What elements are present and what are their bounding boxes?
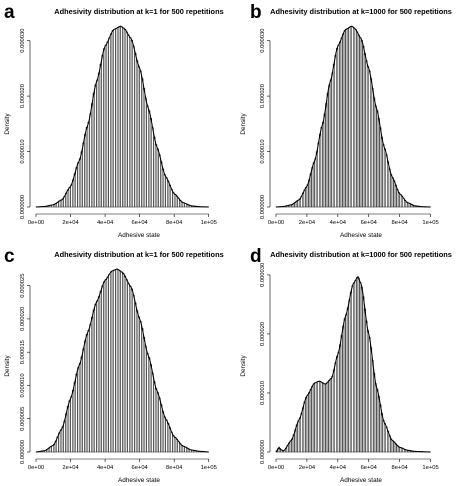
panel-a-xlabel: Adhesive state — [118, 232, 160, 239]
panel-c-title: Adhesivity distribution at k=1 for 500 r… — [54, 250, 223, 259]
panel-letter-c: c — [4, 246, 15, 267]
y-tick-label: 0.000005 — [20, 407, 26, 431]
panel-a-bars — [35, 26, 210, 208]
panel-c-ylabel: Density — [4, 355, 11, 377]
panel-letter-a: a — [4, 2, 15, 23]
x-tick-label: 4e+04 — [97, 465, 114, 471]
panel-c-xlabel: Adhesive state — [118, 477, 160, 484]
x-tick-label: 2e+04 — [62, 220, 79, 226]
y-tick-label: 0.000015 — [20, 340, 26, 364]
y-tick-label: 0.000000 — [20, 440, 26, 464]
y-tick-label: 0.000010 — [260, 139, 266, 163]
x-tick-label: 8e+04 — [391, 465, 408, 471]
x-tick-label: 4e+04 — [330, 220, 347, 226]
panel-b-density-curve — [275, 25, 431, 208]
panel-b-ylabel: Density — [240, 113, 247, 135]
y-tick-label: 0.000010 — [20, 139, 26, 163]
panel-a-ylabel: Density — [4, 113, 11, 135]
x-tick-label: 2e+04 — [62, 465, 79, 471]
y-tick-label: 0.000020 — [260, 322, 266, 346]
y-tick-label: 0.000025 — [20, 274, 26, 298]
y-tick-label: 0.000030 — [260, 29, 266, 53]
panel-letter-b: b — [250, 2, 262, 23]
y-tick-label: 0.000030 — [20, 29, 26, 53]
panel-a-axes: 0e+00 2e+04 4e+04 6e+04 8e+04 1e+05 0.000000 0.… — [20, 29, 217, 226]
x-tick-label: 0e+00 — [268, 220, 284, 226]
x-tick-label: 6e+04 — [131, 220, 148, 226]
panel-d-title: Adhesivity distribution at k=1000 for 50… — [270, 250, 452, 259]
x-tick-label: 2e+04 — [299, 220, 316, 226]
x-tick-label: 8e+04 — [391, 220, 408, 226]
panel-d-xlabel: Adhesive state — [340, 477, 382, 484]
panel-d-ylabel: Density — [240, 355, 247, 377]
x-tick-label: 1e+05 — [201, 465, 217, 471]
x-tick-label: 6e+04 — [361, 220, 378, 226]
x-tick-label: 8e+04 — [166, 465, 183, 471]
x-tick-label: 6e+04 — [361, 465, 378, 471]
y-tick-label: 0.000020 — [20, 307, 26, 331]
panel-d-bars — [275, 277, 431, 453]
panel-b-axes: 0e+00 2e+04 4e+04 6e+04 8e+04 1e+05 0.000000 0.… — [260, 29, 439, 226]
panel-c-density-curve — [35, 268, 209, 453]
x-tick-label: 1e+05 — [422, 220, 438, 226]
x-tick-label: 0e+00 — [28, 220, 44, 226]
panel-a: a Adhesivity distribution at k=1 for 500… — [4, 2, 224, 239]
panel-d: d Adhesivity distribution at k=1000 for … — [240, 246, 452, 484]
panel-a-title: Adhesivity distribution at k=1 for 500 r… — [54, 7, 223, 16]
y-tick-label: 0.000020 — [20, 84, 26, 108]
x-tick-label: 1e+05 — [422, 465, 438, 471]
x-tick-label: 2e+04 — [299, 465, 316, 471]
x-tick-label: 0e+00 — [28, 465, 44, 471]
x-tick-label: 8e+04 — [166, 220, 183, 226]
y-tick-label: 0.000010 — [20, 373, 26, 397]
panel-b-xlabel: Adhesive state — [340, 232, 382, 239]
x-tick-label: 1e+05 — [201, 220, 217, 226]
x-tick-label: 4e+04 — [330, 465, 347, 471]
y-tick-label: 0.000000 — [260, 440, 266, 464]
y-tick-label: 0.000020 — [260, 84, 266, 108]
panel-d-axes: 0e+00 2e+04 4e+04 6e+04 8e+04 1e+05 0.000000 0.… — [260, 263, 439, 471]
x-tick-label: 6e+04 — [131, 465, 148, 471]
panel-b-title: Adhesivity distribution at k=1000 for 50… — [270, 7, 452, 16]
x-tick-label: 0e+00 — [268, 465, 284, 471]
panel-b-bars — [275, 26, 431, 208]
panel-c-bars — [35, 268, 210, 453]
panel-c-axes: 0e+00 2e+04 4e+04 6e+04 8e+04 1e+05 0.000000 0.… — [20, 274, 217, 471]
y-tick-label: 0.000000 — [260, 195, 266, 219]
y-tick-label: 0.000030 — [260, 263, 266, 287]
panel-a-density-curve — [35, 25, 209, 208]
x-tick-label: 4e+04 — [97, 220, 114, 226]
panel-c: c Adhesivity distribution at k=1 for 500… — [4, 246, 224, 484]
panel-letter-d: d — [250, 246, 262, 267]
y-tick-label: 0.000000 — [20, 195, 26, 219]
panel-b: b Adhesivity distribution at k=1000 for … — [240, 2, 452, 239]
panel-d-density-curve — [275, 275, 431, 453]
y-tick-label: 0.000010 — [260, 381, 266, 405]
